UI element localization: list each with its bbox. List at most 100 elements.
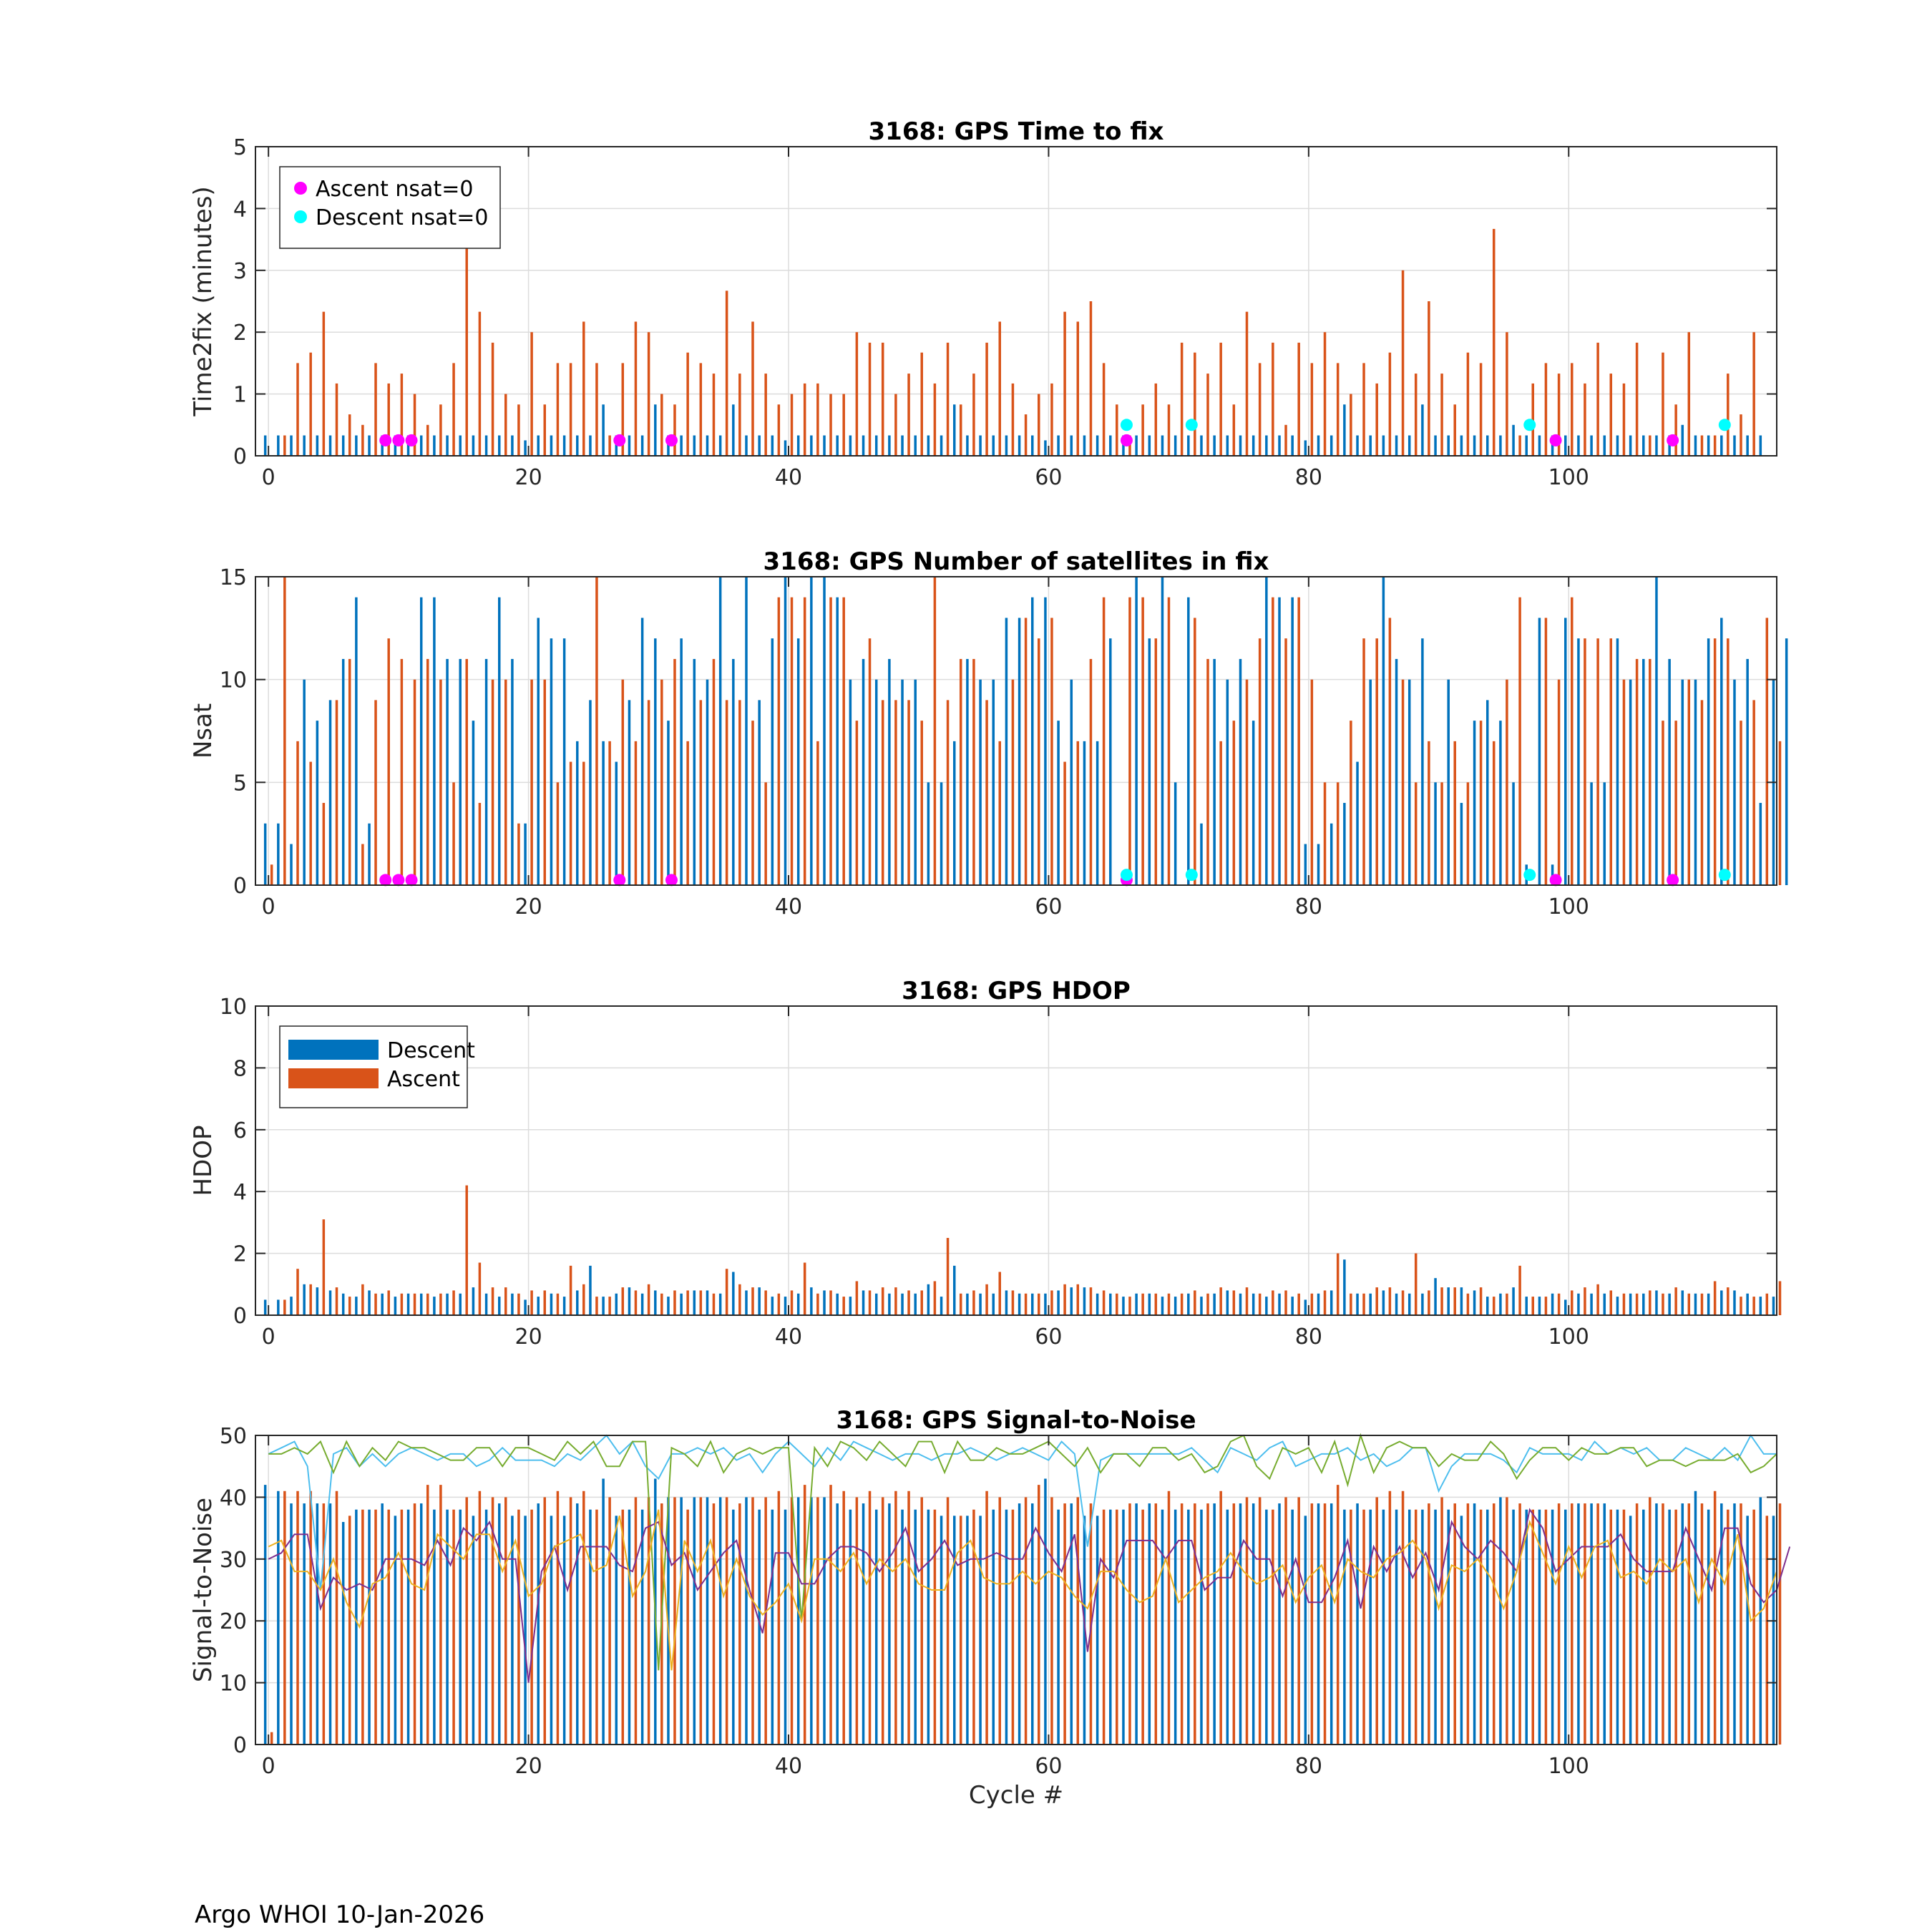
ascent-bar: [1401, 1290, 1405, 1315]
ascent-bar: [387, 383, 390, 456]
descent-bar: [1200, 435, 1203, 456]
ascent-bar: [1116, 1509, 1118, 1745]
ascent-bar: [1219, 342, 1222, 456]
ascent-bar: [374, 700, 377, 885]
ascent-bar: [309, 1284, 312, 1315]
ascent-bar: [1050, 383, 1053, 456]
ascent-bar: [1778, 741, 1782, 885]
descent-bar: [589, 1265, 592, 1315]
ascent-bar: [374, 1293, 377, 1315]
ascent-bar: [1713, 638, 1717, 885]
descent-bar: [1278, 1503, 1281, 1745]
ascent-bar: [1141, 597, 1144, 885]
ascent-bar: [1310, 679, 1314, 885]
ascent-bar: [1050, 1497, 1053, 1745]
descent-bar: [888, 658, 891, 885]
descent-bar: [1252, 1293, 1255, 1315]
ascent-bar: [582, 321, 585, 456]
ascent-bar: [920, 1497, 923, 1745]
ascent-bar: [504, 1287, 507, 1315]
descent-bar: [537, 1297, 540, 1315]
descent-bar: [796, 435, 800, 456]
descent-bar: [1291, 1297, 1294, 1315]
descent-bar: [1213, 1293, 1216, 1315]
descent-bar: [1421, 638, 1424, 885]
ascent-bar: [1492, 1297, 1496, 1315]
ascent-bar: [1206, 374, 1209, 456]
descent-bar: [277, 823, 280, 885]
descent-bar: [433, 435, 436, 456]
descent-bar: [745, 1290, 748, 1315]
descent-bar: [862, 658, 865, 885]
ascent-bar: [1506, 332, 1508, 456]
ascent-bar: [348, 658, 351, 885]
descent-bar: [1499, 435, 1502, 456]
ascent-bar: [595, 1297, 598, 1315]
descent-bar: [1109, 638, 1112, 885]
ascent-bar: [1375, 1287, 1378, 1315]
ascent-bar: [1687, 1503, 1691, 1745]
descent-bar: [615, 435, 618, 456]
ascent-bar: [738, 700, 741, 885]
ascent-bar: [738, 374, 741, 456]
ascent-bar: [439, 679, 442, 885]
descent-bar: [1551, 1509, 1554, 1745]
ascent-bar: [543, 1497, 547, 1745]
descent-bar: [1278, 597, 1281, 885]
descent-bar: [706, 679, 709, 885]
descent-bar: [1642, 1509, 1645, 1745]
descent-bar: [1694, 679, 1697, 885]
ascent-bar: [907, 1491, 910, 1745]
chart-panel-3: 0 20 40 60 80 100 0 2 4 6 8 10 3168: GPS HDOP HDOP Des…: [189, 977, 1782, 1350]
ascent-bar: [1102, 1290, 1106, 1315]
ascent-bar: [1388, 1287, 1392, 1315]
descent-bar: [484, 1509, 488, 1745]
descent-bar: [1200, 823, 1203, 885]
descent-bar: [1252, 435, 1255, 456]
descent-bar: [1512, 424, 1515, 456]
descent-bar: [550, 638, 553, 885]
ascent-bar: [1323, 782, 1327, 885]
ascent-bar: [1752, 332, 1755, 456]
descent-bar: [810, 435, 813, 456]
descent-bar: [328, 435, 332, 456]
ascent-bar: [296, 1269, 299, 1315]
ascent-bar: [413, 679, 416, 885]
ascent-bar: [725, 1269, 728, 1315]
descent-bar: [1252, 721, 1255, 885]
descent-bar: [1707, 1293, 1710, 1315]
descent-bar: [901, 1509, 904, 1745]
x-tick-label: 40: [775, 465, 802, 490]
ascent-bar: [816, 1497, 819, 1745]
ascent-bar: [972, 374, 975, 456]
descent-bar: [277, 1299, 280, 1315]
ascent-bar: [1414, 1253, 1418, 1315]
descent-bar: [940, 1516, 943, 1745]
descent-bar: [562, 1516, 566, 1745]
ascent-bar: [1024, 1497, 1028, 1745]
descent-bar: [1330, 1503, 1333, 1745]
descent-bar: [1161, 1297, 1164, 1315]
descent-bar: [745, 577, 748, 885]
descent-bar: [914, 435, 917, 456]
descent-bar: [718, 435, 722, 456]
ascent-bar: [1128, 597, 1131, 885]
descent-bar: [640, 435, 644, 456]
descent-bar: [497, 1503, 501, 1745]
descent-bar: [1616, 1297, 1619, 1315]
descent-bar: [1694, 435, 1697, 456]
ascent-bar: [322, 803, 326, 885]
ascent-bar: [1258, 638, 1262, 885]
axes-box: [255, 576, 1777, 886]
ascent-bar: [1492, 741, 1496, 885]
x-tick-label: 100: [1548, 1754, 1589, 1779]
ascent-bar: [1245, 1287, 1249, 1315]
ascent-bar: [660, 1293, 663, 1315]
descent-bar: [732, 658, 735, 885]
descent-bar: [576, 1290, 579, 1315]
ascent-bar: [439, 404, 442, 456]
ascent-bar: [1662, 721, 1664, 885]
descent-bar: [1538, 1509, 1541, 1745]
ascent-bar: [1596, 342, 1599, 456]
descent-bar: [1252, 1503, 1255, 1745]
